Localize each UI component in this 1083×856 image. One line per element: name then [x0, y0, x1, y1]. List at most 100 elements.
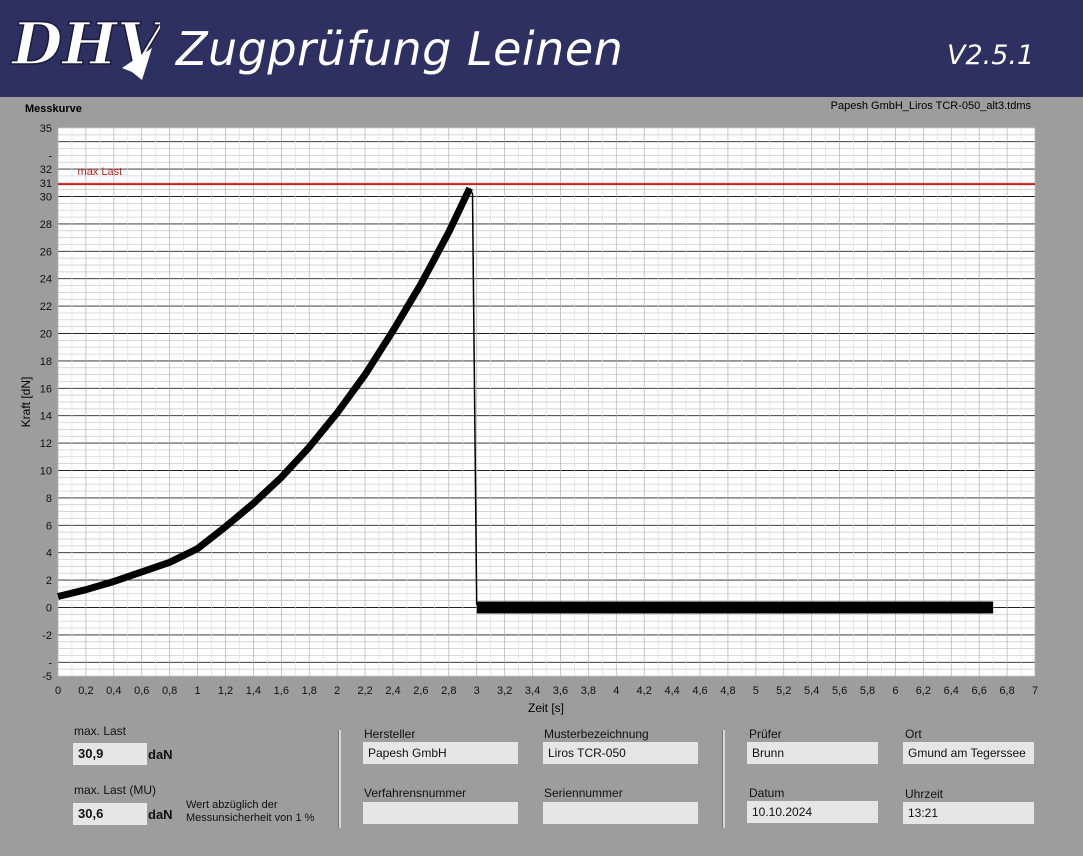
- x-tick-label: 6,8: [999, 685, 1014, 697]
- y-axis-label: Kraft [dN]: [19, 377, 33, 428]
- max-last-label: max. Last: [74, 724, 127, 738]
- max-last-field[interactable]: 30,9: [73, 743, 147, 765]
- x-tick-label: 2,6: [413, 685, 428, 697]
- y-tick-label: 2: [46, 575, 52, 587]
- y-tick-label: 26: [40, 246, 52, 258]
- y-tick-label: 16: [40, 383, 52, 395]
- datum-field[interactable]: 10.10.2024: [747, 801, 878, 823]
- hersteller-field[interactable]: Papesh GmbH: [363, 742, 518, 764]
- version-label: V2.5.1: [947, 40, 1035, 71]
- x-tick-label: 0,2: [78, 685, 93, 697]
- x-tick-label: 3,6: [553, 685, 568, 697]
- force-time-chart[interactable]: 35-3231302826242220181614121086420-2--5 …: [0, 97, 1083, 722]
- x-tick-label: 2,2: [357, 685, 372, 697]
- file-name: Papesh GmbH_Liros TCR-050_alt3.tdms: [830, 100, 1031, 112]
- x-tick-label: 5,4: [804, 685, 819, 697]
- chart-grid: [57, 127, 1036, 677]
- y-tick-label: 31: [40, 178, 52, 190]
- max-last-mu-field[interactable]: 30,6: [73, 803, 147, 825]
- chart-title: Messkurve: [25, 103, 82, 115]
- pruefer-label: Prüfer: [749, 727, 782, 741]
- mu-note: Wert abzüglich der Messunsicherheit von …: [186, 799, 314, 825]
- max-last-unit: daN: [148, 747, 173, 762]
- x-tick-label: 5: [753, 685, 759, 697]
- x-tick-label: 2,8: [441, 685, 456, 697]
- x-axis-ticks: 0 0,2 0,4 0,6 0,8 1 1,2 1,4 1,6 1,8 2 2,2 2,4 2,6 2,8 3…: [55, 685, 1038, 697]
- max-last-label: max Last: [78, 166, 123, 178]
- divider: [338, 730, 341, 828]
- divider: [722, 730, 725, 828]
- series-line: [57, 186, 473, 600]
- x-tick-label: 1,4: [246, 685, 261, 697]
- datum-label: Datum: [749, 786, 785, 800]
- uhrzeit-field[interactable]: 13:21: [903, 802, 1034, 824]
- x-tick-label: 5,2: [776, 685, 791, 697]
- pruefer-field[interactable]: Brunn: [747, 742, 878, 764]
- musterbezeichnung-field[interactable]: Liros TCR-050: [543, 742, 698, 764]
- y-tick-label: 8: [46, 493, 52, 505]
- x-tick-label: 4,8: [720, 685, 735, 697]
- ort-label: Ort: [905, 727, 922, 741]
- musterbezeichnung-label: Musterbezeichnung: [544, 727, 649, 741]
- y-tick-label: -: [48, 657, 52, 669]
- y-tick-label: 14: [40, 411, 52, 423]
- x-tick-label: 3,4: [525, 685, 540, 697]
- mu-note-line1: Wert abzüglich der: [186, 799, 278, 811]
- x-tick-label: 0: [55, 685, 61, 697]
- max-last-mu-unit: daN: [148, 807, 173, 822]
- x-tick-label: 6: [892, 685, 898, 697]
- x-tick-label: 3,2: [497, 685, 512, 697]
- app-header: DHV Zugprüfung Leinen V2.5.1: [0, 0, 1083, 97]
- x-tick-label: 1,2: [218, 685, 233, 697]
- x-tick-label: 5,6: [832, 685, 847, 697]
- series-noise-band: [476, 601, 994, 614]
- y-tick-label: 10: [40, 466, 52, 478]
- y-tick-label: 0: [46, 603, 52, 615]
- seriennummer-label: Seriennummer: [544, 786, 623, 800]
- series-line-drop: [469, 187, 478, 605]
- y-tick-label: 30: [40, 192, 52, 204]
- y-tick-label: 22: [40, 301, 52, 313]
- y-tick-label: 20: [40, 329, 52, 341]
- x-tick-label: 0,8: [162, 685, 177, 697]
- x-tick-label: 3: [474, 685, 480, 697]
- app-title: Zugprüfung Leinen: [176, 22, 624, 76]
- x-tick-label: 2,4: [385, 685, 400, 697]
- mu-note-line2: Messunsicherheit von 1 %: [186, 812, 315, 824]
- y-tick-label: 28: [40, 219, 52, 231]
- y-tick-label: 18: [40, 356, 52, 368]
- y-tick-label: 6: [46, 520, 52, 532]
- x-tick-label: 6,2: [916, 685, 931, 697]
- x-tick-label: 1: [195, 685, 201, 697]
- x-tick-label: 4,6: [692, 685, 707, 697]
- verfahrensnummer-field[interactable]: [363, 802, 518, 824]
- x-tick-label: 0,4: [106, 685, 121, 697]
- dhv-logo-text: DHV: [10, 10, 160, 78]
- x-tick-label: 5,8: [860, 685, 875, 697]
- y-tick-label: -: [48, 150, 52, 162]
- ort-field[interactable]: Gmund am Tegerssee: [903, 742, 1034, 764]
- y-tick-label: 32: [40, 164, 52, 176]
- y-tick-label: 12: [40, 438, 52, 450]
- x-tick-label: 3,8: [581, 685, 596, 697]
- hersteller-label: Hersteller: [364, 727, 416, 741]
- max-last-mu-label: max. Last (MU): [74, 783, 157, 797]
- x-tick-label: 4: [613, 685, 619, 697]
- x-tick-label: 6,4: [944, 685, 959, 697]
- y-tick-label: -5: [42, 671, 52, 683]
- x-tick-label: 4,2: [637, 685, 652, 697]
- x-tick-label: 2: [334, 685, 340, 697]
- x-axis-label: Zeit [s]: [528, 701, 564, 715]
- x-tick-label: 4,4: [664, 685, 679, 697]
- verfahrensnummer-label: Verfahrensnummer: [364, 786, 467, 800]
- x-tick-label: 1,6: [274, 685, 289, 697]
- x-tick-label: 1,8: [302, 685, 317, 697]
- uhrzeit-label: Uhrzeit: [905, 787, 944, 801]
- x-tick-label: 0,6: [134, 685, 149, 697]
- y-tick-label: 4: [46, 548, 52, 560]
- x-tick-label: 7: [1032, 685, 1038, 697]
- seriennummer-field[interactable]: [543, 802, 698, 824]
- x-tick-label: 6,6: [972, 685, 987, 697]
- y-tick-label: 24: [40, 274, 52, 286]
